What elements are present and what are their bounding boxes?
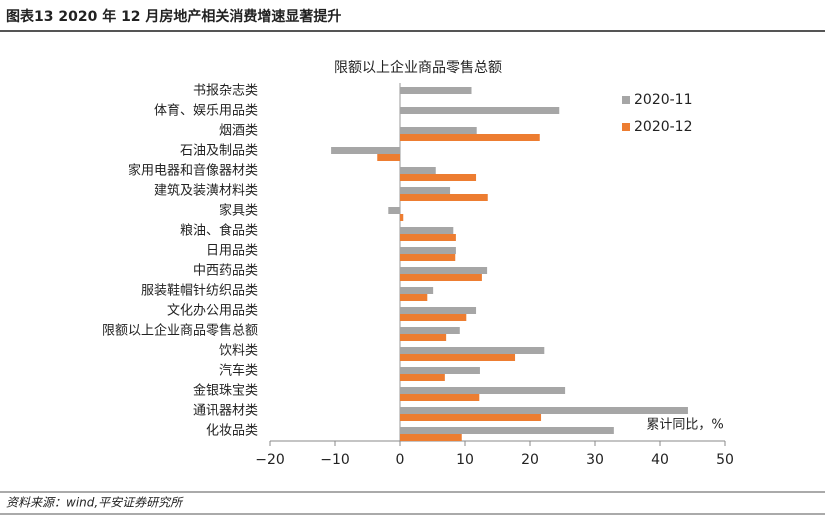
header-title: 图表13 2020 年 12 月房地产相关消费增速显著提升 [6,8,341,25]
bar [400,307,477,314]
x-tick-label: 0 [396,452,405,468]
bar [400,394,480,401]
bar [400,427,614,434]
y-tick-label: 汽车类 [219,363,258,379]
footer-source: 资料来源：wind,平安证券研究所 [6,496,184,510]
y-tick-label: 限额以上企业商品零售总额 [102,323,258,339]
bar [400,227,454,234]
bar [400,327,460,334]
bar [400,287,434,294]
y-tick-label: 日用品类 [206,244,258,259]
x-tick-label: 10 [456,452,474,468]
y-tick-label: 中西药品类 [193,264,258,279]
x-tick-label: 20 [521,452,539,468]
y-tick-label: 家具类 [219,203,258,219]
bar [331,147,400,154]
y-tick-label: 文化办公用品类 [167,304,258,319]
y-tick-label: 家用电器和音像器材类 [128,163,258,179]
x-tick-label: −10 [320,452,350,468]
y-tick-label: 化妆品类 [206,424,258,439]
bar [400,267,488,274]
bar [400,194,488,201]
bar [400,367,480,374]
bar [400,374,445,381]
bar [400,174,477,181]
legend-label: 2020-11 [634,92,693,108]
x-tick-label: 40 [651,452,669,468]
bar [400,414,542,421]
bar [400,334,447,341]
bar [388,207,400,214]
legend-swatch [622,96,630,104]
annotation: 累计同比，% [646,418,723,433]
x-tick-label: 30 [586,452,604,468]
bar [400,247,456,254]
bar [400,387,566,394]
y-tick-label: 体育、娱乐用品类 [154,103,258,119]
bar [400,274,482,281]
y-tick-label: 饮料类 [219,344,258,359]
bar [400,134,540,141]
y-tick-label: 金银珠宝类 [193,383,258,399]
y-tick-label: 服装鞋帽针纺织品类 [141,283,258,299]
y-tick-label: 粮油、食品类 [180,223,258,239]
bar [400,434,462,441]
y-tick-label: 通讯器材类 [193,404,258,419]
chart-title: 限额以上企业商品零售总额 [334,59,502,76]
bar [400,127,477,134]
y-tick-label: 烟酒类 [219,124,258,139]
bar [400,347,545,354]
legend-swatch [622,123,630,131]
bar [400,407,688,414]
bar [377,154,400,161]
y-tick-label: 石油及制品类 [180,144,258,159]
bar [400,187,451,194]
bar [400,234,456,241]
x-tick-label: −20 [255,452,285,468]
bar [400,294,428,301]
bar [400,354,516,361]
y-tick-label: 书报杂志类 [193,84,258,99]
bar [400,214,404,221]
bar [400,254,456,261]
bar [400,314,467,321]
bar [400,167,436,174]
legend-label: 2020-12 [634,119,693,135]
y-tick-label: 建筑及装潢材料类 [154,183,258,199]
bar [400,87,472,94]
bar [400,107,560,114]
x-tick-label: 50 [716,452,734,468]
